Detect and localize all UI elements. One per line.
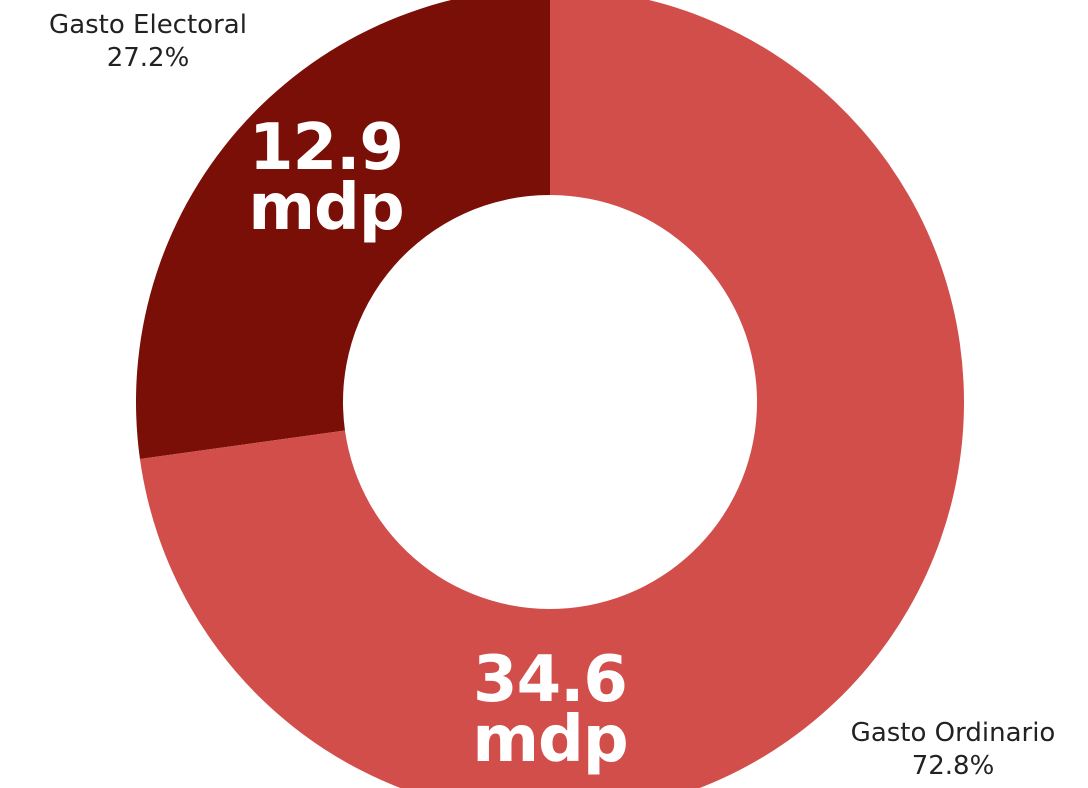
label-gasto-electoral-name: Gasto Electoral: [49, 10, 247, 40]
value-gasto-electoral-number: 12.9: [249, 111, 404, 185]
label-gasto-electoral-percent: 27.2%: [106, 43, 190, 73]
label-gasto-ordinario: Gasto Ordinario 72.8%: [818, 717, 1088, 783]
value-gasto-ordinario-number: 34.6: [473, 643, 628, 717]
value-gasto-ordinario-unit: mdp: [472, 703, 628, 777]
label-gasto-electoral: Gasto Electoral 27.2%: [10, 9, 286, 75]
value-label-gasto-ordinario: 34.6 mdp: [420, 643, 680, 777]
label-gasto-ordinario-percent: 72.8%: [911, 751, 995, 781]
label-gasto-ordinario-name: Gasto Ordinario: [850, 718, 1056, 748]
value-gasto-electoral-unit: mdp: [248, 171, 404, 245]
value-label-gasto-electoral: 12.9 mdp: [206, 111, 446, 245]
slice-gasto-ordinario: [139, 0, 964, 788]
slice-gasto-electoral: [136, 0, 550, 460]
